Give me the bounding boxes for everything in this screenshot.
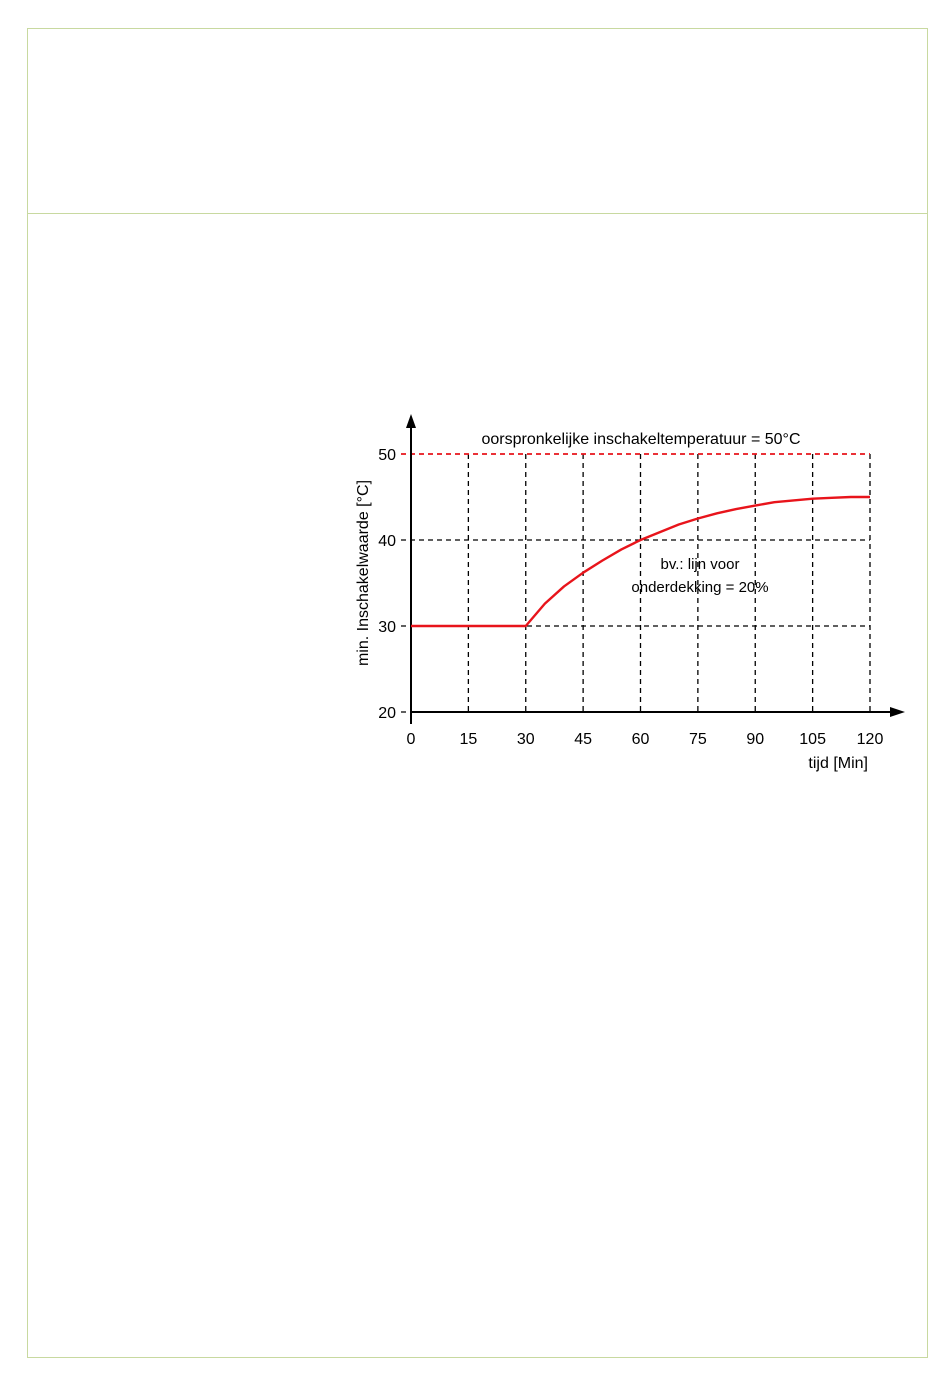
x-tick-label-75: 75 bbox=[689, 731, 707, 748]
y-tick-label-30: 30 bbox=[378, 619, 396, 636]
x-axis-arrow bbox=[890, 707, 905, 717]
x-tick-label-90: 90 bbox=[746, 731, 764, 748]
header-divider bbox=[27, 213, 928, 214]
annotation-line-1: bv.: lijn voor bbox=[661, 556, 740, 573]
x-tick-label-15: 15 bbox=[459, 731, 477, 748]
y-axis-label: min. Inschakelwaarde [°C] bbox=[355, 480, 372, 666]
axes bbox=[406, 414, 905, 724]
x-tick-label-30: 30 bbox=[517, 731, 535, 748]
x-tick-label-60: 60 bbox=[632, 731, 650, 748]
tick-labels: 0 15 30 45 60 75 90 105 120 20 30 40 50 bbox=[378, 447, 883, 748]
x-axis-label: tijd [Min] bbox=[808, 755, 868, 772]
x-tick-label-0: 0 bbox=[407, 731, 416, 748]
y-tick-label-40: 40 bbox=[378, 533, 396, 550]
annotation-line-2: onderdekking = 20% bbox=[631, 579, 768, 596]
page-frame bbox=[27, 28, 928, 1358]
y-tick-label-20: 20 bbox=[378, 705, 396, 722]
series-line bbox=[411, 495, 870, 628]
x-tick-label-45: 45 bbox=[574, 731, 592, 748]
series bbox=[411, 495, 870, 628]
x-tick-label-120: 120 bbox=[857, 731, 884, 748]
x-tick-label-105: 105 bbox=[799, 731, 826, 748]
grid-lines bbox=[401, 453, 871, 713]
y-axis-arrow bbox=[406, 414, 416, 428]
y-tick-label-50: 50 bbox=[378, 447, 396, 464]
reference-line-label: oorspronkelijke inschakeltemperatuur = 5… bbox=[481, 431, 800, 448]
